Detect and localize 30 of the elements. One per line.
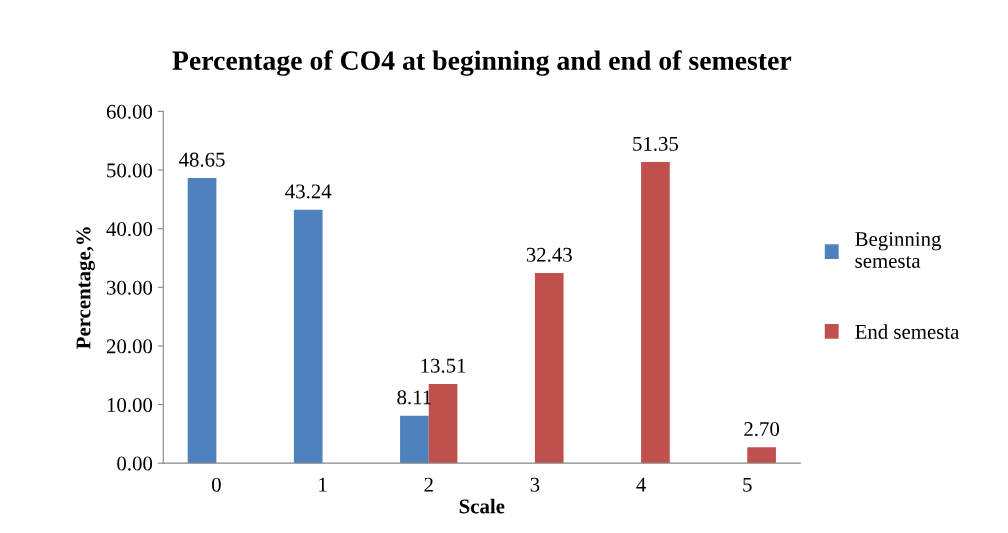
bar [293,209,323,464]
y-tick-label: 30.00 [107,280,153,295]
x-axis-title: Scale [459,498,505,514]
data-label: 48.65 [179,152,225,167]
legend-label: Beginning semesta [855,232,942,268]
y-tick-label: 10.00 [107,397,153,413]
x-tick-label: 2 [424,477,433,492]
data-label: 51.35 [633,136,679,151]
bar [400,415,429,464]
bar [747,447,776,464]
legend-label: End semesta [855,324,960,339]
x-tick-label: 4 [636,477,646,492]
x-tick-label: 0 [211,477,221,492]
y-tick-label: 40.00 [106,222,153,237]
y-tick-label: 20.00 [106,339,153,354]
data-label: 32.43 [526,247,572,262]
y-axis-title: Percentage,% [76,227,95,349]
x-tick-label: 5 [743,477,752,492]
data-label: 43.24 [285,184,332,199]
data-label: 13.51 [421,358,466,373]
y-tick-label: 60.00 [106,104,153,119]
bar [187,177,217,464]
bar [641,162,670,464]
x-tick-label: 3 [530,477,540,492]
data-label: 2.70 [744,422,780,437]
x-tick-label: 1 [319,477,327,492]
y-tick-label: 0.00 [117,456,153,471]
bar [534,273,564,464]
chart-title: Percentage of CO4 at beginning and end of semester [172,50,792,76]
y-tick-label: 50.00 [107,163,153,178]
